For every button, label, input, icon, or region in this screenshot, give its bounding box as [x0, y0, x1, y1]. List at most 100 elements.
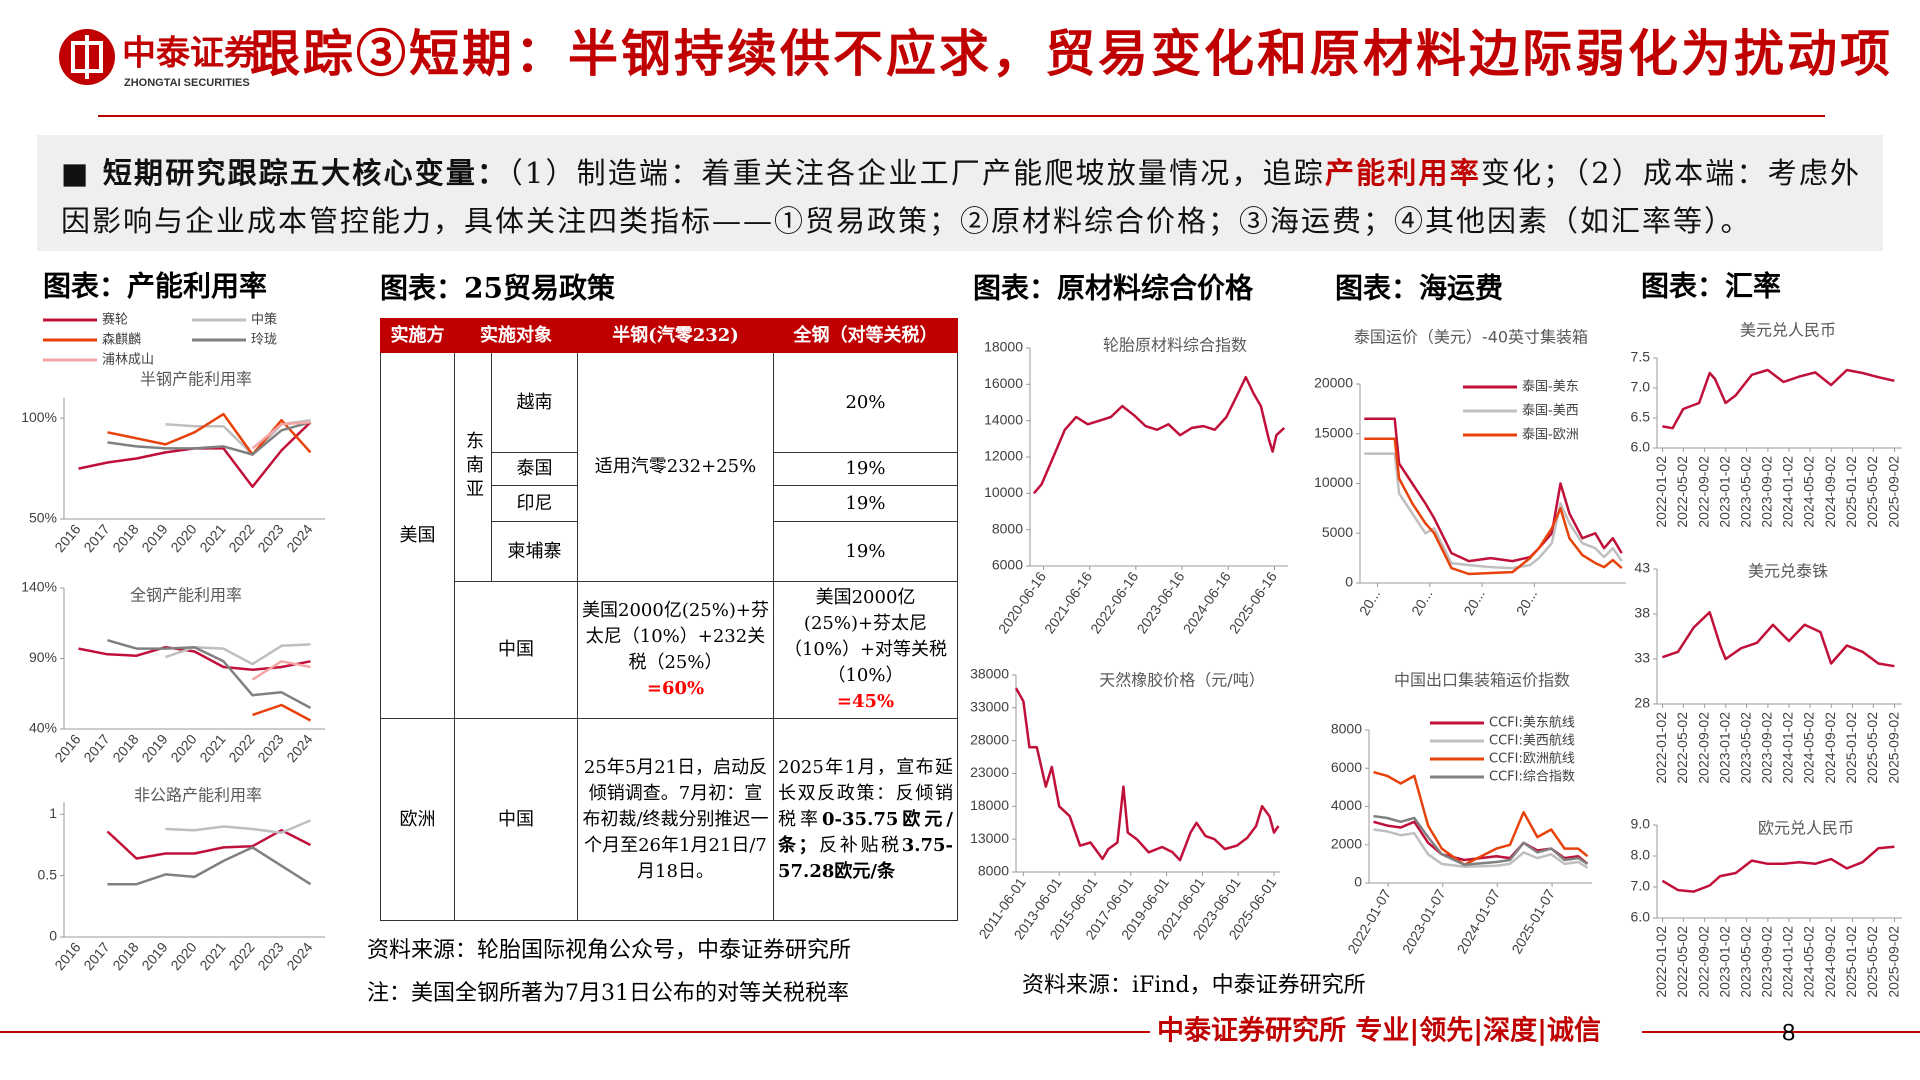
- x-tick-label: 2017: [80, 939, 112, 973]
- y-tick-label: 12000: [984, 448, 1023, 464]
- y-tick-label: 38000: [970, 666, 1009, 682]
- y-tick-label: 0.5: [38, 866, 58, 882]
- x-tick-label: 2021: [196, 521, 228, 555]
- series-line: [1373, 828, 1589, 869]
- x-tick-label: 2025-05-02: [1864, 712, 1880, 784]
- chart-title: 中国出口集装箱运价指数: [1394, 671, 1570, 690]
- x-tick-label: 2018: [109, 939, 141, 973]
- x-tick-label: 2023-01-02: [1716, 456, 1732, 528]
- x-tick-label: 2025-09-02: [1885, 926, 1901, 998]
- x-tick-label: 2022-09-02: [1695, 712, 1711, 784]
- header-cell: 全钢（对等关税）: [773, 318, 958, 353]
- y-tick-label: 10000: [1314, 474, 1353, 490]
- y-tick-label: 0: [1345, 574, 1353, 590]
- x-tick-label: 2025-09-02: [1885, 456, 1901, 528]
- x-tick-label: 2023-05-02: [1737, 712, 1753, 784]
- x-tick-label: 2023-01-07: [1399, 886, 1449, 956]
- x-tick-label: 2016: [51, 939, 83, 973]
- x-tick-label: 2016: [51, 521, 83, 555]
- legend-label: CCFI:欧洲航线: [1489, 751, 1575, 767]
- header-cell: 实施对象: [454, 318, 578, 353]
- x-tick-label: 2022-05-02: [1674, 456, 1690, 528]
- x-tick-label: 2022-05-02: [1674, 712, 1690, 784]
- y-tick-label: 8.0: [1631, 847, 1651, 863]
- cell-text: 美国2000亿(25%)+芬太尼（10%）+对等关税（10%）: [783, 587, 948, 686]
- y-tick-label: 9.0: [1631, 816, 1651, 832]
- cell: 美国2000亿(25%)+芬太尼（10%）+232关税（25%） =60%: [577, 581, 774, 719]
- x-tick-label: 2019: [138, 521, 170, 555]
- cell-text: 2025年1月，宣布延长双反政策：反倾销税率: [778, 756, 953, 830]
- y-tick-label: 43: [1634, 560, 1650, 576]
- chart-title: 泰国运价（美元）-40英寸集装箱: [1354, 328, 1588, 347]
- cell: 适用汽零232+25%: [577, 352, 774, 582]
- y-tick-label: 28: [1634, 695, 1650, 711]
- legend-label: 浦林成山: [102, 353, 154, 368]
- x-tick-label: 2024-01-02: [1780, 926, 1796, 998]
- y-tick-label: 7.5: [1631, 349, 1651, 365]
- series-line: [1032, 375, 1286, 495]
- cell-text: 美国2000亿(25%)+芬太尼（10%）+232关税（25%）: [582, 600, 769, 673]
- y-tick-label: 33: [1634, 650, 1650, 666]
- x-tick-label: 2024: [283, 939, 315, 973]
- series-line: [1661, 845, 1895, 893]
- y-tick-label: 6000: [992, 557, 1023, 573]
- x-tick-label: 2024-05-02: [1801, 456, 1817, 528]
- x-tick-label: 2025-06-16: [1226, 569, 1280, 637]
- cell-highlight: =45%: [836, 691, 895, 712]
- table: 实施方 实施对象 半钢(汽零232) 全钢（对等关税） 美国 东南亚 越南 适用…: [380, 318, 958, 921]
- x-tick-label: 2024: [283, 731, 315, 765]
- x-tick-label: 2021: [196, 731, 228, 765]
- x-tick-label: 2022: [225, 521, 257, 555]
- table-header: 实施方 实施对象 半钢(汽零232) 全钢（对等关税）: [380, 318, 958, 353]
- series-line: [107, 846, 312, 886]
- intro-box: ■ 短期研究跟踪五大核心变量：（1）制造端：着重关注各企业工厂产能爬坡放量情况，…: [37, 135, 1883, 251]
- cell-text: 3.75-57.28欧元/条: [778, 834, 954, 882]
- y-tick-label: 8000: [992, 520, 1023, 536]
- y-tick-label: 15000: [1314, 424, 1353, 440]
- series-line: [107, 638, 312, 710]
- header-cell: 实施方: [380, 318, 455, 353]
- series-line: [1014, 687, 1280, 862]
- y-tick-label: 0: [49, 928, 57, 944]
- x-tick-label: 2024-01-07: [1453, 886, 1503, 956]
- y-tick-label: 6.0: [1631, 909, 1651, 925]
- cell-text: 反补贴税: [816, 834, 902, 856]
- x-tick-label: 2024-01-02: [1780, 712, 1796, 784]
- cell: 美国: [380, 352, 455, 719]
- cell: 泰国: [491, 452, 578, 486]
- cell: 19%: [773, 452, 958, 486]
- series-line: [1364, 417, 1623, 563]
- chart-title: 欧元兑人民币: [1758, 819, 1854, 838]
- y-tick-label: 40%: [29, 720, 57, 736]
- x-tick-label: 2020: [167, 939, 199, 973]
- x-tick-label: 2024-09-02: [1822, 712, 1838, 784]
- series-line: [251, 660, 311, 681]
- legend-label: CCFI:美西航线: [1489, 733, 1575, 749]
- source-note: 资料来源：轮胎国际视角公众号，中泰证券研究所: [367, 938, 851, 963]
- y-tick-label: 18000: [970, 797, 1009, 813]
- y-tick-label: 7.0: [1631, 878, 1651, 894]
- x-tick-label: 20...: [1513, 586, 1540, 618]
- series-line: [1373, 814, 1589, 867]
- y-tick-label: 100%: [21, 409, 57, 425]
- x-tick-label: 2024: [283, 521, 315, 555]
- series-line: [1373, 770, 1589, 867]
- slide-title: 跟踪③短期：半钢持续供不应求，贸易变化和原材料边际弱化为扰动项: [250, 24, 1893, 83]
- x-tick-label: 2022-09-02: [1695, 456, 1711, 528]
- x-tick-label: 2023-09-02: [1759, 926, 1775, 998]
- chart-title: 半钢产能利用率: [140, 370, 252, 389]
- cell: 中国: [454, 581, 578, 719]
- x-tick-label: 2023: [254, 521, 286, 555]
- x-tick-label: 2024-09-02: [1822, 926, 1838, 998]
- section-title: 图表：产能利用率: [43, 270, 267, 303]
- y-tick-label: 6.0: [1631, 439, 1651, 455]
- cell: 欧洲: [380, 718, 455, 921]
- legend-label: 森麒麟: [102, 332, 141, 348]
- y-tick-label: 4000: [1331, 797, 1362, 813]
- y-tick-label: 13000: [970, 830, 1009, 846]
- x-tick-label: 2019: [138, 939, 170, 973]
- x-tick-label: 2022-01-02: [1653, 712, 1669, 784]
- x-tick-label: 20...: [1460, 586, 1487, 618]
- section-title: 图表：25贸易政策: [380, 272, 615, 305]
